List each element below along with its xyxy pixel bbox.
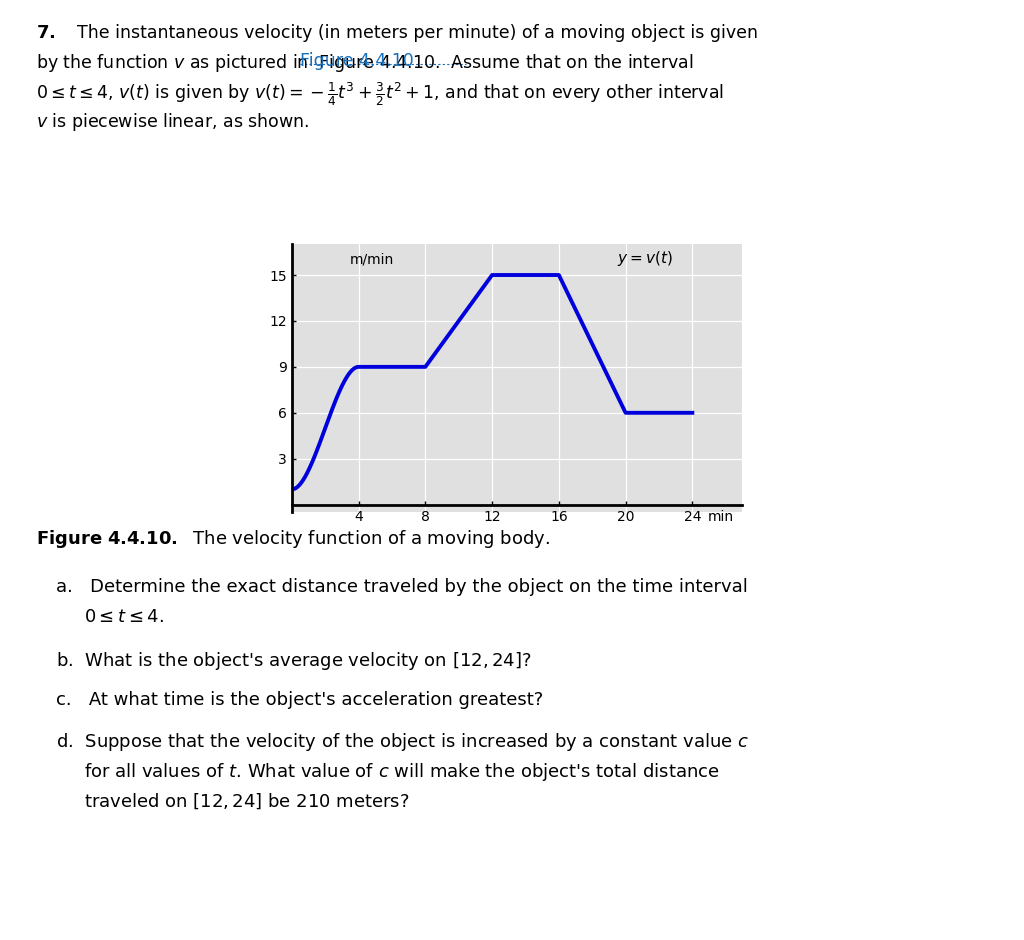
Text: min: min	[708, 510, 734, 524]
Text: Figure 4.4.10: Figure 4.4.10	[300, 52, 414, 70]
Text: $v$ is piecewise linear, as shown.: $v$ is piecewise linear, as shown.	[36, 111, 309, 133]
Text: traveled on $[12, 24]$ be 210 meters?: traveled on $[12, 24]$ be 210 meters?	[84, 791, 410, 811]
Text: c.   At what time is the object's acceleration greatest?: c. At what time is the object's accelera…	[56, 691, 544, 709]
Text: $\mathbf{7.}$: $\mathbf{7.}$	[36, 24, 55, 41]
Text: $0\leq t\leq 4$, $v(t)$ is given by $v(t)=-\frac{1}{4}t^3+\frac{3}{2}t^2+1$, and: $0\leq t\leq 4$, $v(t)$ is given by $v(t…	[36, 80, 724, 107]
Text: b.  What is the object's average velocity on $[12, 24]$?: b. What is the object's average velocity…	[56, 650, 531, 672]
Text: a.   Determine the exact distance traveled by the object on the time interval: a. Determine the exact distance traveled…	[56, 578, 749, 596]
Text: The instantaneous velocity (in meters per minute) of a moving object is given: The instantaneous velocity (in meters pe…	[77, 24, 758, 41]
Text: $y=v(t)$: $y=v(t)$	[617, 249, 673, 268]
Text: for all values of $t$. What value of $c$ will make the object's total distance: for all values of $t$. What value of $c$…	[84, 761, 720, 783]
Text: by the function $v$ as pictured in  Figure 4.4.10.  Assume that on the interval: by the function $v$ as pictured in Figur…	[36, 52, 693, 73]
Text: d.  Suppose that the velocity of the object is increased by a constant value $c$: d. Suppose that the velocity of the obje…	[56, 731, 750, 753]
Text: $\mathbf{Figure\ 4.4.10.}$  The velocity function of a moving body.: $\mathbf{Figure\ 4.4.10.}$ The velocity …	[36, 528, 550, 550]
Text: m/min: m/min	[350, 252, 394, 266]
Text: $0\leq t\leq 4$.: $0\leq t\leq 4$.	[84, 608, 164, 626]
